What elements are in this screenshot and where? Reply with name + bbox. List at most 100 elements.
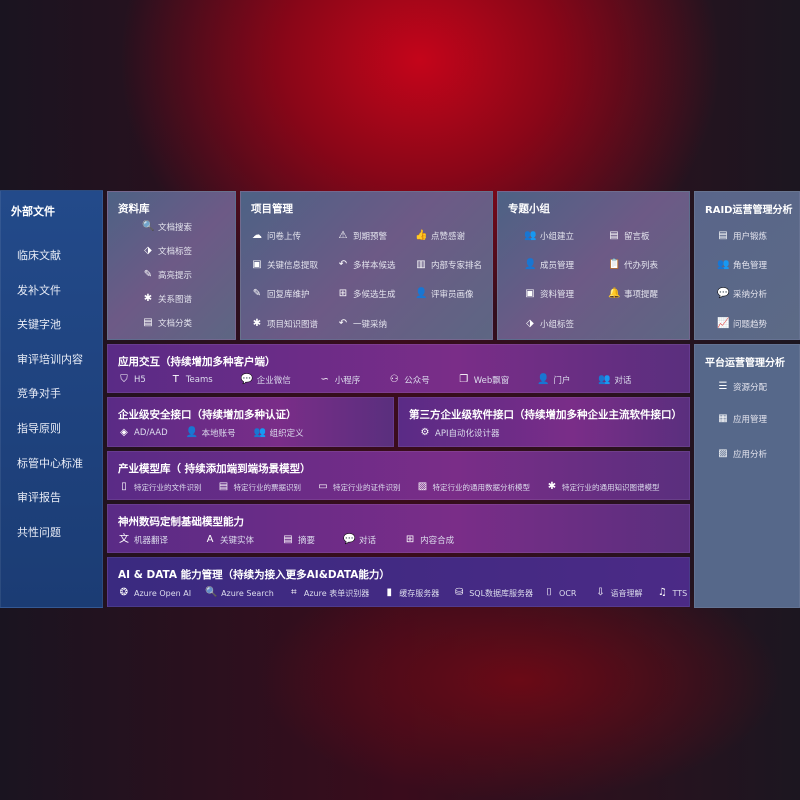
- industry-item[interactable]: ▨ 特定行业的通用数据分析模型: [417, 481, 531, 493]
- app-item[interactable]: ❐ Web飘窗: [458, 374, 509, 386]
- ai-item[interactable]: ⇩ 语音理解: [595, 587, 643, 599]
- app-item[interactable]: 👥 对话: [598, 374, 631, 386]
- ai-item[interactable]: ⛁ SQL数据库服务器: [453, 587, 533, 599]
- project-item[interactable]: ✱ 项目知识图谱: [251, 318, 318, 330]
- item-label: 小组建立: [540, 232, 575, 242]
- item-label: 特定行业的通用知识图谱模型: [562, 482, 660, 492]
- industry-item[interactable]: ▤ 特定行业的票据识别: [218, 481, 301, 493]
- sidebar-item[interactable]: 审评报告: [17, 491, 61, 505]
- ai-item[interactable]: ⌷ OCR: [543, 587, 576, 599]
- library-item[interactable]: ⬗ 文档标签: [142, 245, 192, 257]
- security-item[interactable]: 👥 组织定义: [254, 427, 304, 439]
- item-label: 语音理解: [610, 588, 643, 598]
- library-item[interactable]: ▤ 文档分类: [142, 317, 192, 329]
- group-item[interactable]: 👤 成员管理: [524, 259, 574, 271]
- item-label: 对话: [614, 376, 632, 386]
- item-label: 文档标签: [158, 247, 193, 257]
- item-label: 文档搜索: [158, 223, 193, 233]
- group-item[interactable]: ⬗ 小组标签: [524, 318, 574, 330]
- project-item[interactable]: ⊞ 多候选生成: [337, 288, 396, 300]
- ai-item[interactable]: 🔍 Azure Search: [205, 587, 274, 599]
- project-item[interactable]: ✎ 回复库维护: [251, 288, 310, 300]
- sidebar-item[interactable]: 竞争对手: [17, 387, 61, 401]
- raid-item[interactable]: 👥 角色管理: [717, 259, 767, 271]
- third-party-item[interactable]: ⚙ API自动化设计器: [419, 427, 500, 439]
- project-item[interactable]: 👍 点赞感谢: [415, 230, 465, 242]
- sidebar-item[interactable]: 审评培训内容: [17, 352, 83, 366]
- project-item[interactable]: ☁ 问卷上传: [251, 230, 301, 242]
- security-item[interactable]: 👤 本地账号: [186, 427, 236, 439]
- official-account-icon: ⚇: [389, 374, 399, 385]
- raid-item[interactable]: 📈 问题趋势: [717, 318, 767, 330]
- item-label: Azure 表单识别器: [303, 588, 370, 598]
- project-item[interactable]: ▣ 关键信息提取: [251, 259, 318, 271]
- library-item[interactable]: ✱ 关系图谱: [142, 293, 192, 305]
- library-item[interactable]: ✎ 高亮提示: [142, 269, 192, 281]
- app-item[interactable]: 👤 门户: [537, 374, 570, 386]
- item-label: 应用分析: [733, 450, 768, 460]
- raid-item[interactable]: 💬 采纳分析: [717, 288, 767, 300]
- platform-item[interactable]: ▨ 应用分析: [717, 448, 767, 460]
- item-label: 角色管理: [733, 261, 768, 271]
- app-item[interactable]: ⛉ H5: [118, 374, 146, 386]
- item-label: Azure Open AI: [134, 588, 192, 598]
- apps-icon: ▦: [718, 413, 728, 424]
- project-item[interactable]: ▥ 内部专家排名: [415, 259, 482, 271]
- base-item[interactable]: ▤ 摘要: [282, 534, 315, 546]
- security-item[interactable]: ◈ AD/AAD: [118, 427, 168, 439]
- group-item[interactable]: 📋 代办列表: [608, 259, 658, 271]
- panel-title: 专题小组: [508, 203, 550, 215]
- industry-item[interactable]: ▯ 特定行业的文件识别: [118, 481, 201, 493]
- sidebar-item[interactable]: 发补文件: [17, 283, 61, 297]
- sidebar-item[interactable]: 标管中心标准: [17, 456, 83, 470]
- library-item[interactable]: 🔍 文档搜索: [142, 221, 192, 233]
- teams-icon: T: [172, 374, 179, 385]
- ai-item[interactable]: ❂ Azure Open AI: [118, 587, 191, 599]
- industry-item[interactable]: ▭ 特定行业的证件识别: [317, 481, 400, 493]
- sidebar-item[interactable]: 共性问题: [17, 525, 61, 539]
- ai-item[interactable]: ♫ TTS: [657, 587, 687, 599]
- group-item[interactable]: ▤ 留言板: [608, 230, 650, 242]
- item-label: 关键实体: [220, 536, 255, 546]
- base-item[interactable]: 文机器翻译: [118, 534, 168, 546]
- base-item[interactable]: A 关键实体: [204, 534, 254, 546]
- item-label: 特定行业的通用数据分析模型: [432, 482, 531, 492]
- panel-title: 企业级安全接口（持续增加多种认证）: [118, 409, 297, 421]
- item-label: 留言板: [624, 232, 650, 242]
- project-item[interactable]: ⚠ 到期预警: [337, 230, 388, 242]
- group-item[interactable]: 👥 小组建立: [524, 230, 574, 242]
- raid-panel: RAID运营管理分析 ▤ 用户锻炼 👥 角色管理 💬 采纳分析 📈 问题趋势: [694, 191, 800, 340]
- item-label: 成员管理: [540, 261, 575, 271]
- app-item[interactable]: 💬 企业微信: [241, 374, 291, 386]
- sidebar-title: 外部文件: [11, 205, 55, 218]
- project-item[interactable]: 👤 评审员画像: [415, 288, 474, 300]
- group-item[interactable]: ▣ 资料管理: [524, 288, 574, 300]
- data-analysis-icon: ▨: [417, 481, 428, 492]
- sidebar-item[interactable]: 临床文献: [17, 249, 61, 262]
- project-item[interactable]: ↶ 多样本候选: [337, 259, 396, 271]
- id-card-icon: ▤: [718, 230, 728, 241]
- app-item[interactable]: ⚇ 公众号: [388, 374, 430, 386]
- third-party-panel: 第三方企业级软件接口（持续增加多种企业主流软件接口） ⚙ API自动化设计器: [398, 397, 690, 447]
- item-label: 回复库维护: [267, 290, 310, 300]
- base-item[interactable]: 💬 对话: [343, 534, 376, 546]
- platform-item[interactable]: ▦ 应用管理: [717, 413, 767, 425]
- item-label: 问题趋势: [733, 320, 768, 330]
- sidebar-item[interactable]: 指导原则: [17, 421, 61, 435]
- group-item[interactable]: 🔔 事项提醒: [608, 288, 658, 300]
- item-label: AD/AAD: [134, 428, 168, 438]
- item-label: 应用管理: [733, 415, 768, 425]
- ai-item[interactable]: ⌗ Azure 表单识别器: [288, 587, 369, 599]
- industry-item[interactable]: ✱ 特定行业的通用知识图谱模型: [546, 481, 660, 493]
- project-item[interactable]: ↶ 一键采纳: [337, 318, 387, 330]
- app-item[interactable]: T Teams: [170, 374, 213, 386]
- raid-item[interactable]: ▤ 用户锻炼: [717, 230, 767, 242]
- clipboard-icon: 📋: [608, 259, 621, 270]
- ai-item[interactable]: ▮ 缓存服务器: [383, 587, 439, 599]
- base-item[interactable]: ⊞ 内容合成: [404, 534, 454, 546]
- sidebar-item[interactable]: 关键字池: [17, 318, 61, 332]
- item-label: 问卷上传: [267, 232, 302, 242]
- edit-icon: ✎: [252, 288, 262, 299]
- platform-item[interactable]: ☰ 资源分配: [717, 381, 768, 393]
- app-item[interactable]: ∽ 小程序: [319, 374, 361, 386]
